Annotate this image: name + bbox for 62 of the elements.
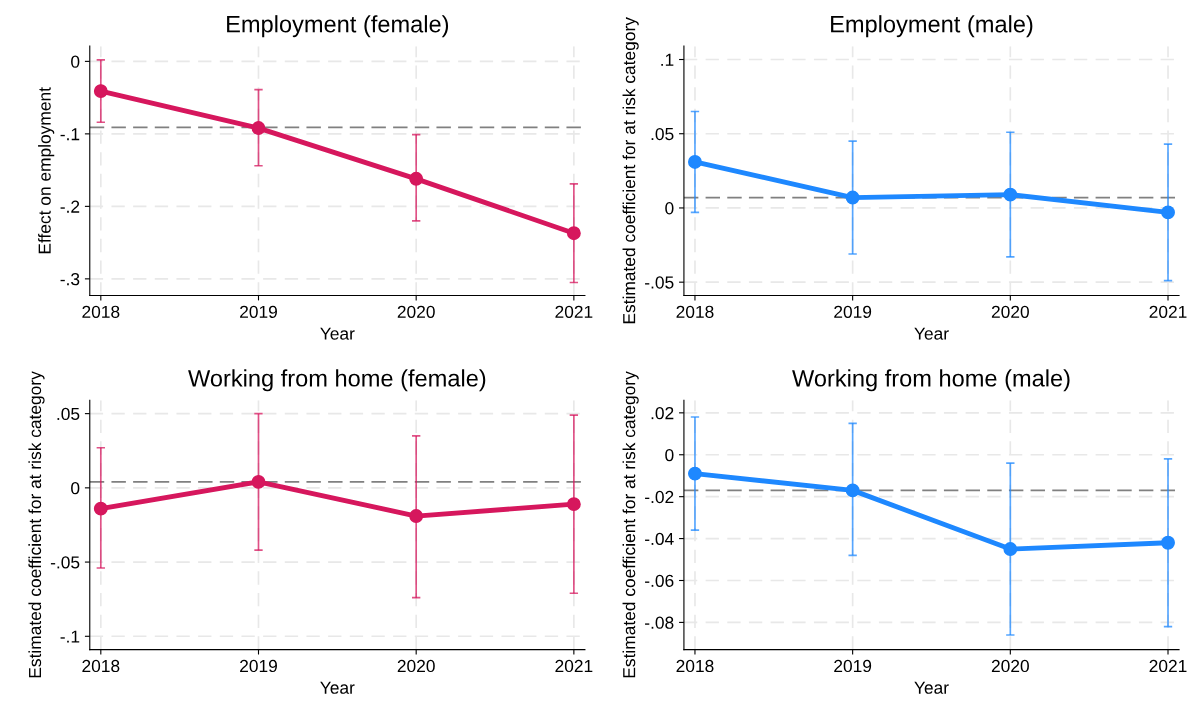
y-tick-label: .1	[661, 53, 674, 66]
x-tick-label: 2018	[82, 305, 120, 318]
point	[251, 121, 266, 136]
point	[93, 501, 108, 516]
point	[688, 154, 702, 169]
point	[1003, 187, 1018, 202]
point	[1003, 542, 1018, 557]
y-tick-label: .05	[57, 407, 80, 421]
x-tick-label: 2019	[834, 305, 872, 318]
point	[845, 190, 860, 205]
y-tick-label: .05	[651, 127, 674, 141]
x-tick-label: 2021	[1149, 659, 1187, 673]
point	[1161, 205, 1175, 220]
point	[409, 509, 424, 523]
point	[93, 84, 108, 99]
y-axis-title: Estimated coefficient for at risk category	[622, 371, 639, 678]
y-axis-title: Effect on employment	[38, 87, 55, 254]
y-axis-title: Estimated coefficient for at risk category	[28, 371, 45, 678]
point	[688, 466, 702, 481]
point	[845, 483, 860, 498]
x-axis-title: Year	[914, 681, 949, 694]
y-tick-label: .02	[651, 407, 674, 420]
point	[566, 497, 581, 512]
y-tick-label: -.1	[60, 630, 80, 643]
y-tick-label: -.3	[60, 273, 80, 286]
x-tick-label: 2021	[1149, 305, 1187, 318]
x-axis-title: Year	[320, 327, 355, 340]
x-tick-label: 2019	[834, 659, 872, 673]
x-tick-label: 2020	[991, 305, 1029, 318]
x-tick-label: 2020	[397, 659, 435, 673]
y-tick-label: -.2	[60, 200, 80, 213]
x-tick-label: 2018	[676, 659, 714, 673]
chart-title: Employment (female)	[227, 15, 449, 38]
chart-title: Working from home (female)	[188, 369, 486, 392]
y-tick-label: -.05	[50, 556, 80, 569]
x-axis-title: Year	[914, 327, 949, 340]
chart-title: Working from home (male)	[792, 369, 1070, 392]
y-tick-label: 0	[665, 202, 674, 215]
y-tick-label: -.06	[645, 574, 674, 587]
x-tick-label: 2018	[676, 305, 714, 318]
y-tick-label: -.1	[60, 128, 80, 141]
x-tick-label: 2020	[991, 659, 1029, 673]
x-tick-label: 2021	[555, 659, 593, 673]
point	[1161, 535, 1175, 550]
chart-title: Employment (male)	[831, 15, 1033, 38]
y-tick-label: -.02	[645, 490, 674, 504]
x-axis-title: Year	[320, 681, 355, 694]
x-tick-label: 2018	[82, 659, 120, 673]
point	[409, 171, 424, 186]
y-tick-label: -.04	[645, 532, 674, 546]
x-tick-label: 2020	[397, 305, 435, 318]
y-tick-label: -.05	[645, 276, 674, 289]
point	[566, 226, 581, 241]
y-tick-label: 0	[71, 55, 80, 68]
point	[251, 474, 266, 489]
x-tick-label: 2021	[555, 305, 593, 318]
y-axis-title: Estimated coefficient for at risk category	[622, 17, 639, 324]
y-tick-label: 0	[71, 482, 80, 495]
y-tick-label: -.08	[645, 616, 674, 629]
x-tick-label: 2019	[240, 659, 277, 673]
y-tick-label: 0	[665, 448, 674, 462]
x-tick-label: 2019	[240, 305, 277, 318]
